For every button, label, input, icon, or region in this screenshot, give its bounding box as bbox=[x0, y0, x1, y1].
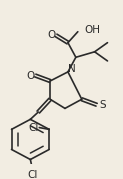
Text: Cl: Cl bbox=[28, 123, 39, 133]
Text: N: N bbox=[68, 64, 76, 74]
Text: Cl: Cl bbox=[27, 170, 38, 179]
Text: O: O bbox=[26, 71, 34, 81]
Text: OH: OH bbox=[85, 25, 101, 35]
Text: O: O bbox=[47, 30, 55, 40]
Text: S: S bbox=[99, 100, 106, 110]
